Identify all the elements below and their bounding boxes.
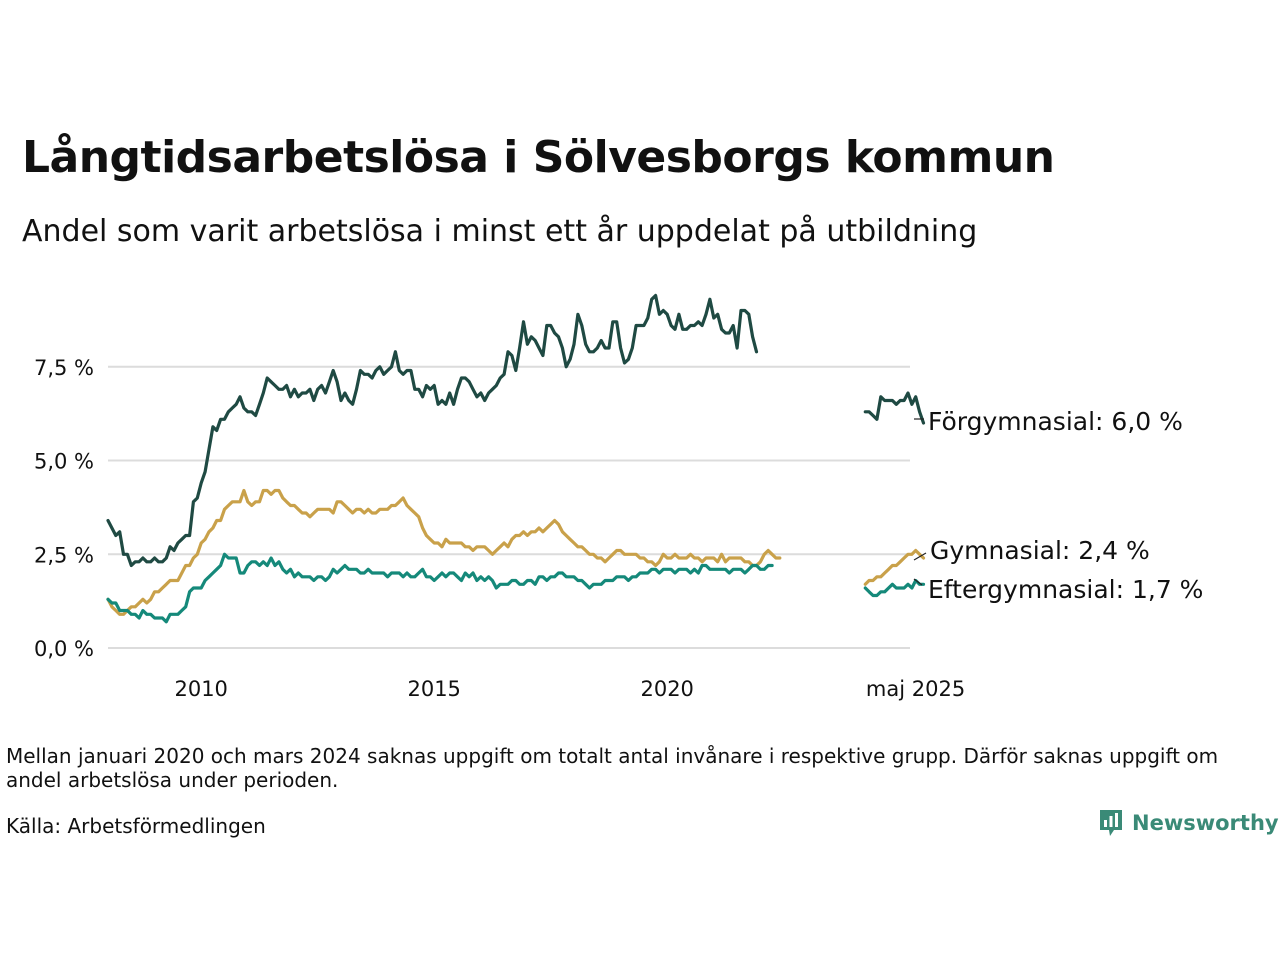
x-tick-label: 2020: [640, 677, 693, 701]
x-tick-label: 2015: [407, 677, 460, 701]
y-tick-label: 2,5 %: [34, 543, 94, 567]
y-gridlines: [108, 365, 910, 649]
x-tick-label: 2010: [174, 677, 227, 701]
series-end-label: Gymnasial: 2,4 %: [930, 536, 1150, 565]
series-line-förgymnasial: [863, 391, 926, 425]
line-chart: 0,0 % 2,5 % 5,0 % 7,5 % 2010 2015 2020 maj 202…: [34, 293, 1203, 701]
series-line-eftergymnasial: [106, 552, 774, 624]
newsworthy-logo: Newsworthy: [1098, 808, 1279, 838]
series-lines: [106, 293, 926, 624]
series-line-gymnasial: [863, 548, 926, 586]
brand-name: Newsworthy: [1132, 811, 1279, 835]
chart-subtitle: Andel som varit arbetslösa i minst ett å…: [22, 214, 978, 249]
footnote: Mellan januari 2020 och mars 2024 saknas…: [6, 744, 1219, 792]
series-end-labels: Förgymnasial: 6,0 % Gymnasial: 2,4 % Efter…: [913, 407, 1203, 604]
y-tick-label: 5,0 %: [34, 450, 94, 474]
x-axis-tick-labels: 2010 2015 2020 maj 2025: [174, 677, 965, 701]
series-end-label: Eftergymnasial: 1,7 %: [928, 575, 1203, 604]
bar-chart-speech-bubble-icon: [1100, 810, 1122, 836]
series-line-förgymnasial: [106, 293, 759, 568]
y-tick-label: 7,5 %: [34, 356, 94, 380]
series-line-eftergymnasial: [863, 578, 926, 598]
y-tick-label: 0,0 %: [34, 637, 94, 661]
label-leader-line: [913, 552, 927, 561]
label-leader-line: [913, 578, 923, 586]
x-tick-label: maj 2025: [866, 677, 965, 701]
series-line-gymnasial: [106, 488, 782, 616]
source-note: Källa: Arbetsförmedlingen: [6, 814, 266, 838]
y-axis-tick-labels: 0,0 % 2,5 % 5,0 % 7,5 %: [34, 356, 94, 661]
series-end-label: Förgymnasial: 6,0 %: [928, 407, 1183, 436]
chart-title: Långtidsarbetslösa i Sölvesborgs kommun: [22, 132, 1055, 183]
